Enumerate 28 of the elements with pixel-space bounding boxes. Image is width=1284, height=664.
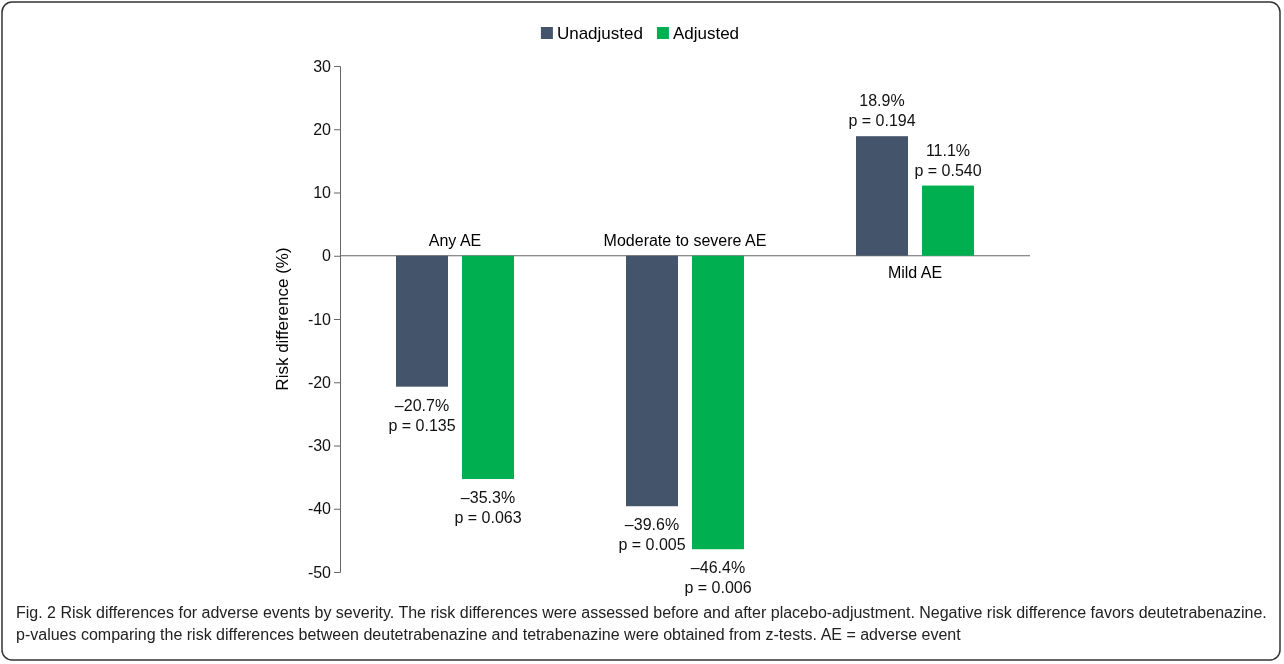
y-axis-title: Risk difference (%)	[273, 247, 292, 391]
x-tick-label: Any AE	[428, 231, 482, 249]
data-label: –20.7% p = 0.135	[388, 396, 456, 434]
y-tick-label: 20	[313, 120, 332, 138]
y-tick-label: 30	[313, 57, 332, 75]
bar	[922, 185, 974, 256]
bar	[692, 255, 744, 550]
y-tick-label: -20	[307, 373, 332, 391]
bar	[626, 255, 678, 507]
caption: Fig. 2 Risk differences for adverse events by severity. The risk differences were assessed before and after placebo-adjustment. Negative risk difference favors deutetrabenazine. p-values comparing the risk differences between deutetrabenazine and tetrabenazine were obtained from z-tests. AE = adverse event	[16, 603, 1268, 645]
legend-label: Adjusted	[672, 24, 740, 43]
data-label: 11.1% p = 0.540	[914, 141, 982, 179]
data-label: –35.3% p = 0.063	[454, 489, 522, 527]
y-tick-label: -30	[307, 437, 332, 455]
x-tick-label: Moderate to severe AE	[603, 231, 767, 249]
y-tick-label: -40	[307, 500, 332, 518]
y-tick-label: 10	[313, 184, 332, 202]
data-label: 18.9% p = 0.194	[848, 92, 916, 130]
y-tick-label: -10	[307, 310, 332, 328]
bar	[462, 255, 514, 480]
bar	[856, 136, 908, 256]
legend-label: Unadjusted	[556, 24, 643, 43]
data-label: –46.4% p = 0.006	[684, 559, 752, 597]
y-tick-label: -50	[307, 563, 332, 581]
data-label: –39.6% p = 0.005	[618, 516, 686, 554]
x-tick-label: Mild AE	[887, 263, 943, 281]
bar	[396, 255, 448, 387]
y-tick-label: 0	[322, 247, 332, 265]
